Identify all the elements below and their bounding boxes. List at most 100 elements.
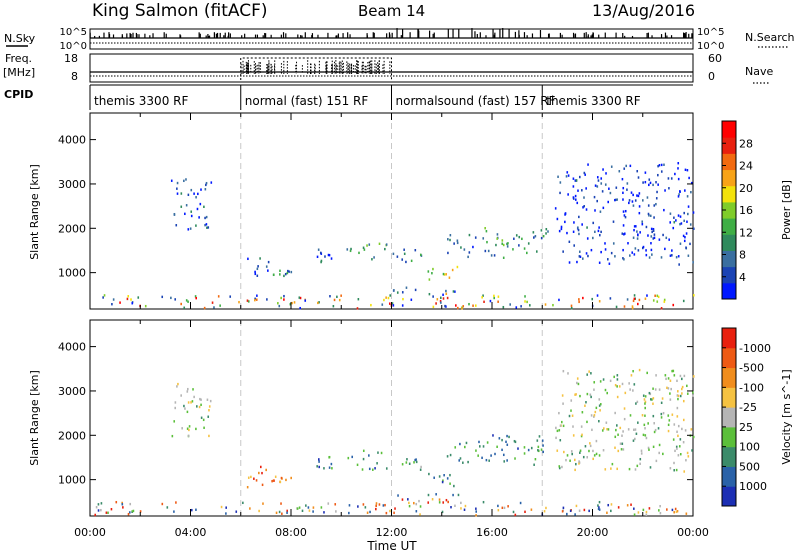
scatter-point	[184, 407, 186, 410]
scatter-point	[615, 305, 618, 309]
scatter-point	[608, 262, 611, 265]
scatter-point	[632, 193, 634, 197]
scatter-point	[482, 500, 485, 504]
scatter-point	[407, 498, 409, 501]
scatter-point	[267, 260, 270, 264]
scatter-point	[220, 505, 223, 509]
scatter-point	[645, 436, 648, 440]
colorbar-swatch	[722, 387, 736, 408]
scatter-point	[663, 208, 665, 212]
colorbar-tick-label: 16	[739, 204, 753, 217]
scatter-point	[672, 303, 675, 307]
scatter-point	[205, 215, 208, 219]
scatter-point	[671, 369, 673, 373]
scatter-point	[238, 300, 240, 304]
colorbar-swatch	[722, 185, 736, 203]
scatter-point	[558, 465, 561, 468]
scatter-point	[624, 215, 627, 219]
scatter-point	[475, 449, 477, 452]
scatter-point	[586, 392, 589, 396]
scatter-point	[684, 429, 687, 432]
scatter-point	[175, 224, 178, 227]
velocity-ylabel: Slant Range [km]	[28, 370, 41, 466]
scatter-point	[255, 479, 258, 482]
scatter-point	[283, 274, 285, 278]
scatter-point	[666, 386, 668, 390]
scatter-point	[532, 231, 535, 234]
scatter-point	[291, 301, 293, 305]
scatter-point	[366, 511, 369, 514]
scatter-point	[382, 504, 385, 507]
scatter-point	[438, 501, 441, 504]
scatter-point	[523, 452, 526, 455]
scatter-point	[644, 434, 647, 437]
scatter-point	[408, 501, 410, 505]
scatter-point	[568, 414, 571, 418]
colorbar-swatch	[722, 137, 736, 154]
scatter-point	[450, 506, 452, 509]
scatter-point	[561, 510, 564, 513]
scatter-point	[506, 459, 508, 462]
nave-label: Nave	[745, 65, 773, 78]
scatter-point	[107, 511, 109, 514]
scatter-point	[534, 235, 537, 238]
scatter-point	[447, 238, 449, 241]
scatter-point	[328, 253, 331, 257]
scatter-point	[380, 451, 383, 455]
scatter-point	[485, 458, 488, 462]
scatter-point	[441, 510, 444, 514]
scatter-point	[184, 212, 186, 216]
scatter-point	[622, 448, 625, 451]
scatter-point	[653, 204, 656, 207]
scatter-point	[610, 467, 612, 470]
scatter-point	[203, 306, 206, 310]
scatter-point	[627, 428, 630, 431]
scatter-point	[621, 382, 624, 386]
scatter-point	[681, 427, 683, 431]
scatter-point	[459, 457, 462, 460]
scatter-point	[653, 422, 656, 425]
scatter-point	[609, 297, 612, 300]
scatter-point	[497, 504, 499, 508]
scatter-point	[679, 438, 682, 441]
scatter-point	[692, 391, 694, 394]
scatter-point	[662, 411, 665, 415]
scatter-point	[670, 177, 673, 180]
scatter-point	[634, 437, 636, 441]
scatter-point	[174, 406, 177, 410]
scatter-point	[415, 460, 418, 464]
scatter-point	[581, 411, 584, 414]
scatter-point	[638, 368, 641, 372]
y-tick-label: 3000	[58, 178, 86, 191]
scatter-point	[452, 290, 455, 293]
scatter-point	[520, 305, 522, 308]
scatter-point	[621, 232, 624, 235]
scatter-point	[207, 415, 210, 418]
scatter-point	[266, 298, 268, 301]
scatter-point	[406, 458, 408, 461]
scatter-point	[529, 304, 531, 307]
scatter-point	[636, 400, 639, 404]
scatter-point	[582, 296, 584, 300]
scatter-point	[187, 401, 190, 404]
scatter-point	[604, 248, 607, 251]
scatter-point	[195, 508, 197, 511]
nsearch-label: N.Search	[745, 31, 795, 44]
y-tick-label: 4000	[58, 341, 86, 354]
scatter-point	[609, 379, 612, 383]
scatter-point	[526, 251, 528, 255]
scatter-point	[477, 454, 479, 457]
scatter-point	[496, 237, 499, 240]
scatter-point	[442, 501, 445, 504]
scatter-point	[442, 293, 444, 296]
scatter-point	[637, 511, 640, 514]
scatter-point	[642, 508, 645, 512]
scatter-point	[483, 300, 485, 303]
scatter-point	[648, 214, 650, 217]
scatter-point	[405, 260, 407, 264]
scatter-point	[203, 205, 205, 209]
scatter-point	[622, 198, 624, 201]
scatter-point	[587, 254, 589, 258]
scatter-point	[638, 192, 641, 195]
scatter-point	[638, 205, 641, 208]
